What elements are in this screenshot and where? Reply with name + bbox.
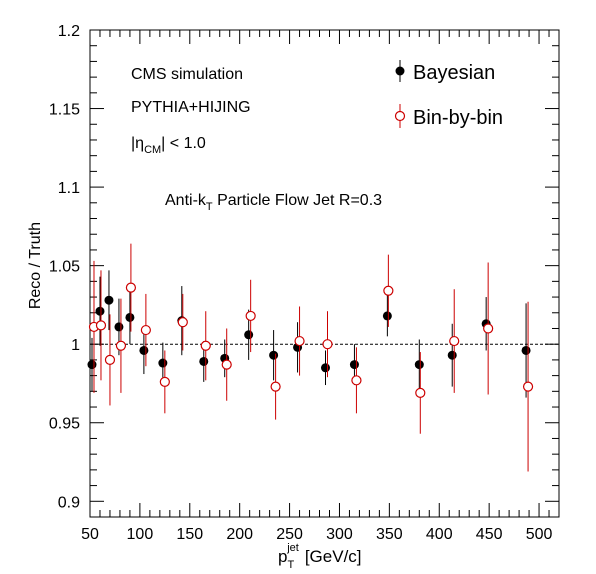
y-tick-label: 1.15 bbox=[49, 102, 80, 119]
data-point bbox=[87, 360, 97, 370]
legend-binbybin-label: Bin-by-bin bbox=[413, 107, 503, 129]
data-point bbox=[449, 335, 460, 347]
x-axis-label-main: p bbox=[278, 547, 287, 566]
x-axis-label-sup: jet bbox=[286, 542, 299, 554]
data-point bbox=[199, 356, 209, 366]
y-tick-label: 1.05 bbox=[49, 259, 80, 276]
legend-bayesian-label: Bayesian bbox=[413, 62, 495, 84]
eta-subscript: CM bbox=[144, 144, 161, 156]
data-point bbox=[322, 339, 333, 350]
data-markers bbox=[87, 243, 534, 472]
jet-suffix: Particle Flow Jet R=0.3 bbox=[213, 192, 383, 209]
data-point bbox=[522, 381, 534, 392]
data-point bbox=[270, 381, 281, 392]
y-tick-label: 1.2 bbox=[58, 23, 80, 40]
data-point bbox=[320, 363, 330, 373]
x-tick-label: 250 bbox=[276, 526, 303, 543]
data-point bbox=[383, 285, 394, 296]
x-tick-label: 300 bbox=[326, 526, 353, 543]
annotation-jet: Anti-kT Particle Flow Jet R=0.3 bbox=[165, 192, 382, 213]
jet-subscript: T bbox=[206, 201, 213, 213]
axis-ticks: 50 100 150 200 250 300 350 400 450 500 0.9 0.95 1 1.0… bbox=[49, 23, 560, 543]
data-point bbox=[158, 358, 168, 368]
data-point bbox=[114, 322, 124, 332]
annotation-cms: CMS simulation bbox=[131, 66, 243, 83]
legend-bayesian-marker bbox=[395, 66, 405, 76]
data-point bbox=[521, 345, 531, 355]
x-tick-label: 50 bbox=[81, 526, 99, 543]
data-point bbox=[139, 345, 149, 355]
data-point bbox=[177, 317, 188, 328]
data-point bbox=[104, 295, 114, 305]
data-point bbox=[351, 375, 362, 386]
data-point bbox=[414, 360, 424, 370]
data-point bbox=[294, 335, 305, 347]
series-bayesian bbox=[87, 270, 531, 398]
y-tick-label: 1 bbox=[71, 337, 80, 354]
plot-frame bbox=[89, 29, 560, 518]
data-point bbox=[483, 323, 494, 334]
annotation-eta: |ηCM| < 1.0 bbox=[131, 135, 206, 156]
data-point bbox=[115, 340, 127, 351]
y-tick-label: 0.9 bbox=[58, 494, 80, 511]
data-point bbox=[125, 312, 135, 322]
x-axis-label-unit: [GeV/c] bbox=[305, 547, 362, 566]
y-tick-label: 1.1 bbox=[58, 180, 80, 197]
x-tick-label: 150 bbox=[176, 526, 203, 543]
y-tick-label: 0.95 bbox=[49, 416, 80, 433]
annotation-generator: PYTHIA+HIJING bbox=[131, 99, 251, 116]
legend: Bayesian Bin-by-bin bbox=[394, 60, 503, 129]
legend-binbybin-marker bbox=[394, 110, 406, 122]
data-point bbox=[269, 350, 279, 360]
x-tick-label: 350 bbox=[376, 526, 403, 543]
data-point bbox=[221, 359, 232, 370]
x-tick-label: 500 bbox=[526, 526, 553, 543]
y-axis-label: Reco / Truth bbox=[27, 222, 44, 309]
data-point bbox=[95, 320, 107, 331]
data-point bbox=[415, 387, 426, 398]
data-point bbox=[125, 282, 137, 293]
eta-prefix: |η bbox=[131, 135, 144, 152]
series-bin-by-bin bbox=[88, 243, 534, 472]
data-point bbox=[104, 354, 116, 366]
data-point bbox=[95, 306, 105, 316]
data-point bbox=[244, 330, 254, 340]
data-point bbox=[382, 311, 392, 321]
x-tick-label: 450 bbox=[476, 526, 503, 543]
eta-suffix: | < 1.0 bbox=[161, 135, 206, 152]
x-tick-label: 200 bbox=[226, 526, 253, 543]
x-axis-label: pTjet [GeV/c] bbox=[278, 542, 362, 571]
jet-prefix: Anti-k bbox=[165, 192, 207, 209]
x-tick-label: 100 bbox=[127, 526, 154, 543]
data-point bbox=[200, 340, 211, 351]
data-point bbox=[447, 350, 457, 360]
x-tick-label: 400 bbox=[426, 526, 453, 543]
data-point bbox=[245, 310, 256, 322]
x-axis-label-sub: T bbox=[287, 559, 294, 571]
data-point bbox=[140, 324, 151, 336]
data-point bbox=[349, 360, 359, 370]
data-point bbox=[159, 376, 170, 387]
